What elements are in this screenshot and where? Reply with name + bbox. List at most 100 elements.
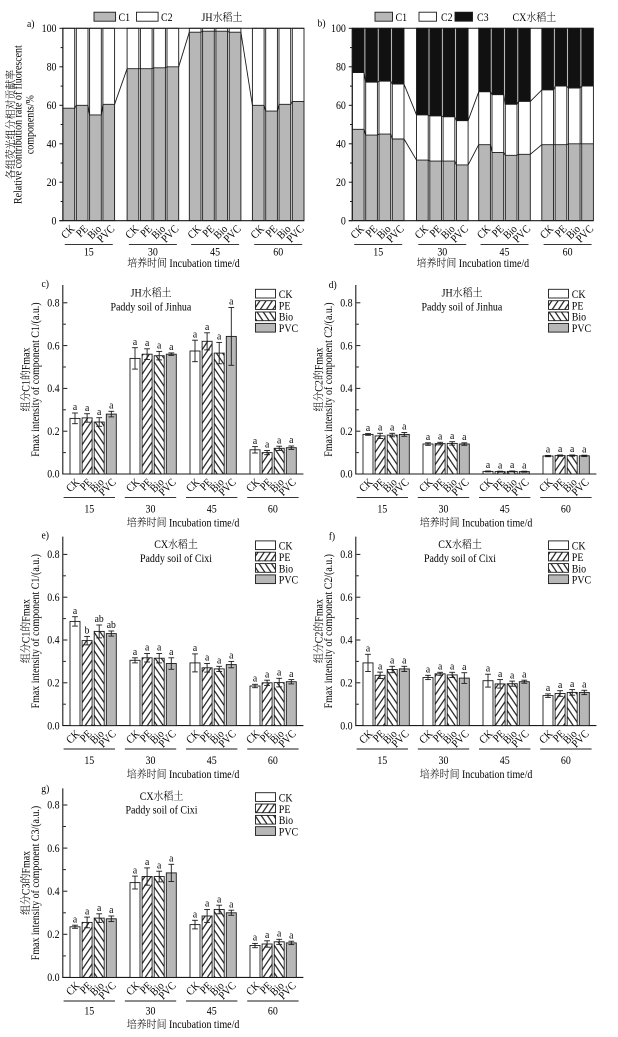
svg-text:a: a [253,932,258,944]
svg-text:60: 60 [563,247,573,259]
svg-text:PVC: PVC [279,827,298,839]
svg-text:Relative contribution rate of: Relative contribution rate of fluorescen… [13,45,25,204]
svg-text:a: a [522,669,527,681]
svg-text:Fmax intensity of component C3: Fmax intensity of component C3/(a.u.) [30,805,42,960]
svg-text:a: a [558,444,563,456]
svg-text:0.2: 0.2 [47,930,59,942]
svg-text:Bio: Bio [279,312,293,324]
svg-text:Paddy soil of Jinhua: Paddy soil of Jinhua [111,302,192,314]
svg-text:60: 60 [47,101,57,113]
svg-text:0: 0 [52,216,57,228]
svg-text:a: a [157,642,162,654]
svg-text:b: b [85,625,90,637]
svg-text:40: 40 [47,139,57,151]
svg-text:a: a [289,435,294,447]
svg-text:60: 60 [336,101,346,113]
svg-text:a: a [390,655,395,667]
svg-text:Incubation time/d: Incubation time/d [459,258,530,270]
svg-text:a: a [169,853,174,865]
svg-text:a: a [462,661,467,673]
svg-text:CX: CX [140,792,154,804]
svg-text:a: a [402,421,407,433]
svg-text:a: a [217,894,222,906]
svg-text:a: a [510,460,515,472]
svg-text:C3: C3 [477,13,489,25]
svg-text:PE: PE [279,804,291,816]
svg-text:0: 0 [341,216,346,228]
svg-text:a: a [438,431,443,443]
svg-text:a: a [85,906,90,918]
svg-text:a: a [366,643,371,655]
svg-text:a: a [522,460,527,472]
svg-text:Incubation time/d: Incubation time/d [169,1020,240,1032]
svg-text:Fmax intensity of component C1: Fmax intensity of component C1/(a.u.) [30,302,42,457]
svg-text:a: a [229,899,234,911]
svg-text:a: a [133,865,138,877]
svg-text:a: a [558,679,563,691]
svg-text:CK: CK [279,290,293,302]
svg-text:a: a [133,647,138,659]
svg-text:a: a [570,444,575,456]
svg-text:15: 15 [373,247,383,259]
svg-text:Fmax: Fmax [21,850,33,873]
svg-text:20: 20 [336,177,346,189]
svg-text:a: a [169,647,174,659]
svg-text:a: a [229,650,234,662]
svg-text:CX: CX [154,540,168,552]
svg-text:Incubation time/d: Incubation time/d [169,770,240,782]
svg-text:45: 45 [210,247,220,259]
svg-text:a: a [73,605,78,617]
svg-text:Paddy soil of Cixi: Paddy soil of Cixi [126,805,198,817]
svg-text:C2: C2 [314,380,326,392]
svg-text:PVC: PVC [572,324,591,336]
svg-text:a: a [462,432,467,444]
svg-text:0.0: 0.0 [47,973,59,985]
svg-text:a: a [486,663,491,675]
svg-text:C1: C1 [119,13,131,25]
svg-text:JH: JH [202,13,213,25]
svg-text:30: 30 [437,247,447,259]
svg-text:CK: CK [279,793,293,805]
svg-text:a: a [217,331,222,343]
svg-text:JH: JH [131,288,142,300]
svg-text:15: 15 [84,756,94,768]
svg-text:a: a [498,668,503,680]
svg-text:60: 60 [561,756,571,768]
svg-text:60: 60 [561,504,571,516]
svg-text:a: a [426,432,431,444]
svg-text:a: a [289,930,294,942]
svg-text:Fmax intensity of component C2: Fmax intensity of component C2/(a.u.) [323,302,335,457]
svg-text:a: a [265,669,270,681]
svg-text:a: a [277,435,282,447]
svg-text:Incubation time/d: Incubation time/d [462,518,533,530]
svg-text:45: 45 [500,756,510,768]
svg-text:a: a [438,661,443,673]
svg-text:30: 30 [439,756,449,768]
svg-text:a: a [157,340,162,352]
svg-text:Fmax intensity of component C1: Fmax intensity of component C1/(a.u.) [30,554,42,709]
svg-text:a: a [277,928,282,940]
svg-text:Incubation time/d: Incubation time/d [169,258,240,270]
svg-text:30: 30 [148,247,158,259]
svg-text:a: a [570,678,575,690]
svg-text:C2: C2 [314,632,326,644]
svg-text:b): b) [318,18,326,30]
svg-text:0.2: 0.2 [340,426,352,438]
svg-text:15: 15 [377,504,387,516]
svg-text:C1: C1 [21,380,33,392]
svg-text:a: a [145,642,150,654]
svg-text:0.6: 0.6 [47,843,59,855]
svg-text:80: 80 [336,62,346,74]
svg-text:a: a [378,422,383,434]
svg-text:PE: PE [279,553,291,565]
svg-text:30: 30 [146,756,156,768]
svg-text:a: a [229,296,234,308]
svg-text:a: a [193,329,198,341]
svg-text:0.6: 0.6 [47,341,59,353]
svg-text:100: 100 [331,24,346,36]
svg-text:a: a [510,670,515,682]
svg-text:45: 45 [207,1006,217,1018]
svg-text:ab: ab [107,620,116,632]
svg-text:0.4: 0.4 [47,384,60,396]
svg-text:0.8: 0.8 [340,298,352,310]
